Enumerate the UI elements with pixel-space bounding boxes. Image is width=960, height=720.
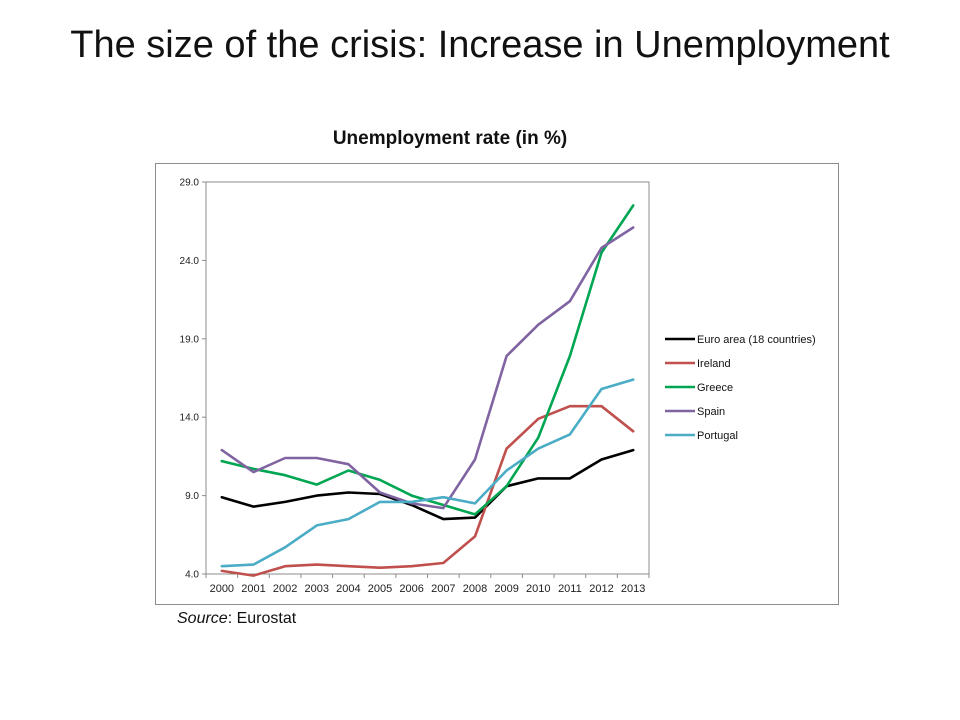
legend-label: Ireland xyxy=(697,358,731,370)
source-label: Source xyxy=(177,610,228,627)
legend-label: Greece xyxy=(697,382,733,394)
y-tick-label: 4.0 xyxy=(185,570,199,581)
x-tick-label: 2012 xyxy=(589,583,613,595)
source-text: : Eurostat xyxy=(227,610,297,627)
chart-legend: Euro area (18 countries) Ireland Greece Spa… xyxy=(665,334,816,442)
series-line-euro-area-18-countries xyxy=(220,448,635,521)
x-tick-label: 2008 xyxy=(463,583,487,595)
x-tick-label: 2010 xyxy=(526,583,550,595)
x-tick-label: 2003 xyxy=(305,583,329,595)
series-line-ireland xyxy=(220,404,635,577)
series-line-spain xyxy=(220,226,635,510)
legend-label: Euro area (18 countries) xyxy=(697,334,816,346)
plot-axes: 4.0 9.0 14.0 19.0 24.0 29.0 2000 2001 2002 2003 20… xyxy=(180,178,650,595)
line-chart: 4.0 9.0 14.0 19.0 24.0 29.0 2000 2001 2002 2003 20… xyxy=(180,178,816,596)
x-tick-label: 2001 xyxy=(241,583,265,595)
x-tick-label: 2000 xyxy=(210,583,234,595)
series-lines xyxy=(220,204,635,577)
y-tick-label: 24.0 xyxy=(180,256,200,267)
plot-area-border xyxy=(205,181,650,575)
x-tick-label: 2009 xyxy=(494,583,518,595)
y-tick-label: 14.0 xyxy=(180,413,200,424)
y-tick-label: 9.0 xyxy=(185,491,199,502)
chart-frame: 4.0 9.0 14.0 19.0 24.0 29.0 2000 2001 2002 2003 20… xyxy=(155,163,839,605)
legend-label: Spain xyxy=(697,406,725,418)
x-tick-label: 2004 xyxy=(336,583,360,595)
x-tick-label: 2011 xyxy=(558,583,582,595)
chart-title: Unemployment rate (in %) xyxy=(332,128,568,149)
legend-label: Portugal xyxy=(697,430,738,442)
x-tick-label: 2007 xyxy=(431,583,455,595)
x-tick-label: 2006 xyxy=(399,583,423,595)
slide-title: The size of the crisis: Increase in Unem… xyxy=(70,24,890,66)
x-tick-label: 2013 xyxy=(621,583,645,595)
series-line-greece xyxy=(220,204,635,516)
y-tick-label: 29.0 xyxy=(180,178,200,189)
y-tick-label: 19.0 xyxy=(180,334,200,345)
source-note: Source: Eurostat xyxy=(177,610,296,628)
x-tick-label: 2005 xyxy=(368,583,392,595)
series-line-portugal xyxy=(220,378,635,568)
x-tick-label: 2002 xyxy=(273,583,297,595)
